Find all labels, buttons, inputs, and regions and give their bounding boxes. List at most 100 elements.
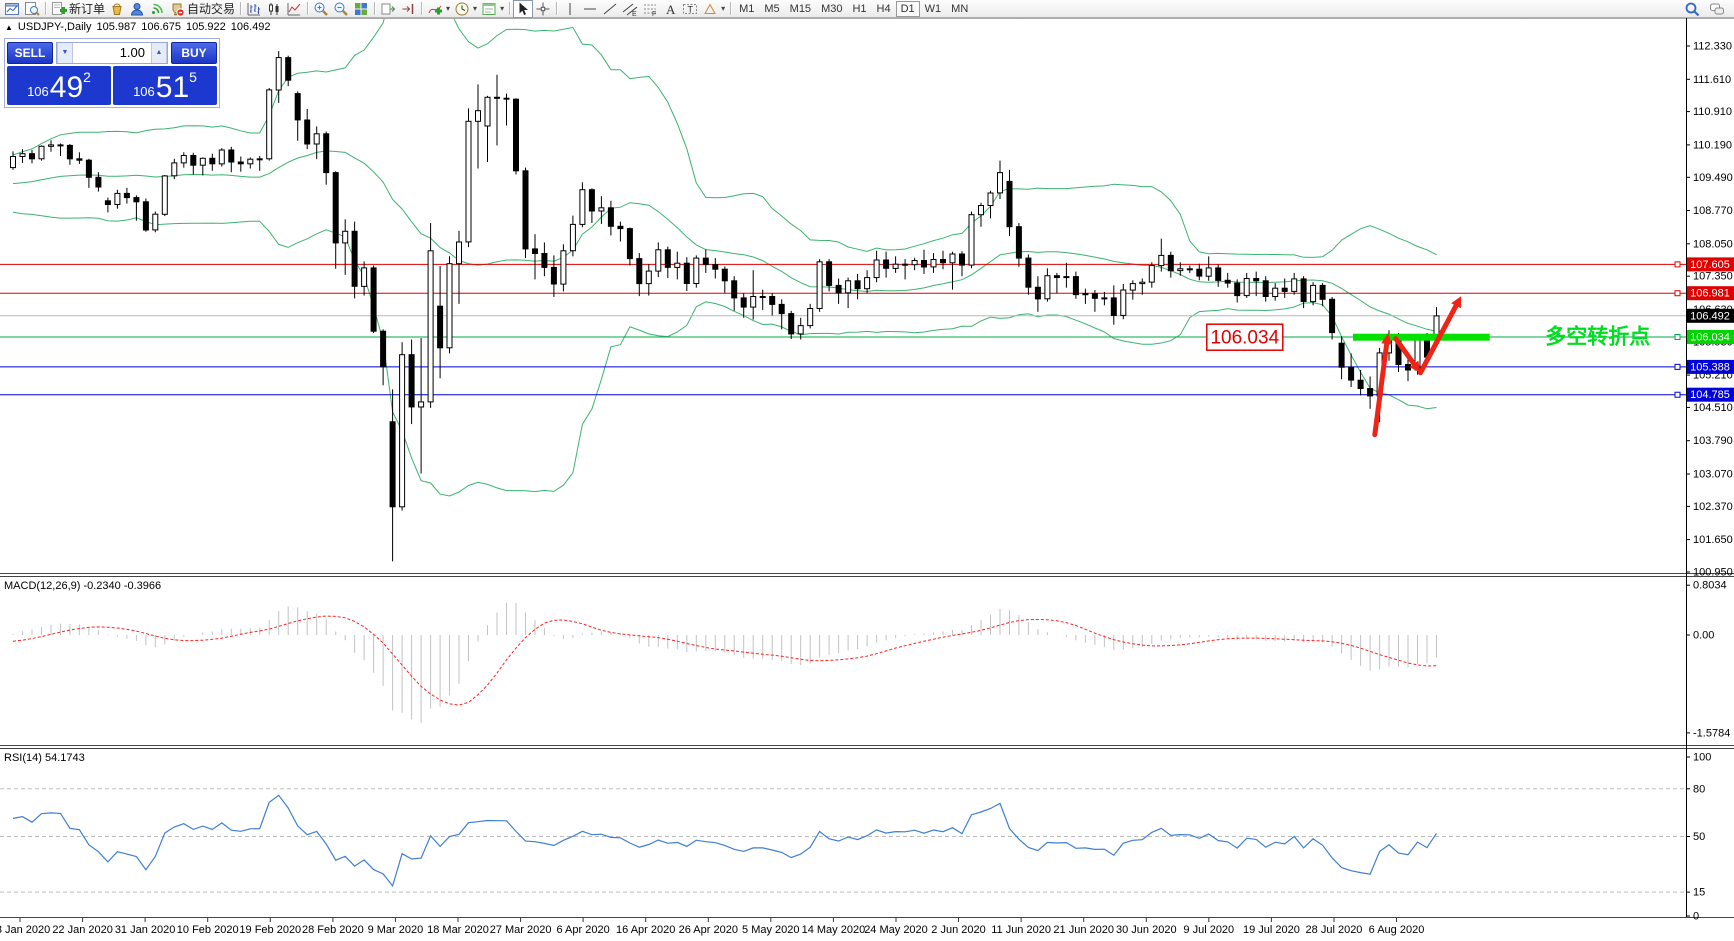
signals-button[interactable] — [147, 0, 167, 18]
toolbar-separator — [240, 2, 242, 15]
hline-tool-button[interactable] — [580, 0, 600, 18]
rsi-pane — [0, 788, 1686, 893]
trend-arrow — [1393, 336, 1417, 367]
symbol-name: USDJPY-,Daily — [17, 21, 92, 33]
volume-increase-button[interactable]: ▲ — [151, 42, 167, 63]
tile-windows-button[interactable] — [351, 0, 371, 18]
sell-price-pip: 2 — [83, 69, 91, 85]
svg-text:5 May 2020: 5 May 2020 — [742, 924, 799, 936]
chat-button[interactable] — [1707, 0, 1727, 18]
candle-chart-mode-button[interactable] — [264, 0, 284, 18]
svg-text:A: A — [666, 2, 676, 17]
indicator-axes: 0.8034 0.00 -1.5784 100 80 50 15 0 — [1686, 580, 1730, 923]
templates-icon — [481, 1, 497, 17]
svg-text:105.388: 105.388 — [1690, 361, 1730, 373]
cursor-tool-button[interactable] — [513, 0, 534, 18]
svg-text:107.350: 107.350 — [1693, 271, 1733, 283]
sell-button[interactable]: SELL — [7, 41, 53, 64]
symbol-marker-icon: ▲ — [5, 23, 13, 32]
svg-text:28 Feb 2020: 28 Feb 2020 — [302, 924, 364, 936]
svg-text:2 Jun 2020: 2 Jun 2020 — [931, 924, 985, 936]
trendline-tool-button[interactable] — [600, 0, 620, 18]
trend-arrow — [1372, 341, 1390, 438]
chart-plot-area[interactable] — [0, 19, 1686, 573]
search-button[interactable] — [1682, 0, 1702, 18]
timeframe-h1-button[interactable]: H1 — [852, 2, 867, 15]
buy-price-display[interactable]: 106 51 5 — [113, 66, 217, 105]
data-window-button[interactable] — [22, 0, 42, 18]
svg-text:110.910: 110.910 — [1693, 106, 1732, 118]
text-tool-button[interactable]: A — [660, 0, 680, 18]
toolbar-separator — [509, 2, 511, 15]
sell-price-display[interactable]: 106 49 2 — [7, 66, 111, 105]
line-chart-icon — [286, 1, 302, 17]
ohlc-high: 106.675 — [141, 21, 182, 33]
svg-text:26 Apr 2020: 26 Apr 2020 — [679, 924, 738, 936]
svg-text:21 Jun 2020: 21 Jun 2020 — [1053, 924, 1114, 936]
styles-button[interactable] — [107, 0, 127, 18]
buy-price-main: 51 — [155, 71, 190, 104]
periods-icon — [454, 1, 470, 17]
vline-tool-button[interactable] — [560, 0, 580, 18]
chart-shift-button[interactable] — [398, 0, 418, 18]
buy-price-base: 106 — [133, 84, 155, 99]
svg-text:106.981: 106.981 — [1690, 288, 1730, 300]
volume-value[interactable]: 1.00 — [119, 44, 145, 60]
svg-text:104.785: 104.785 — [1690, 389, 1730, 401]
templates-button[interactable]: ▾ — [479, 0, 506, 18]
svg-text:109.490: 109.490 — [1693, 172, 1733, 184]
zoom-in-button[interactable] — [311, 0, 331, 18]
svg-text:6 Aug 2020: 6 Aug 2020 — [1369, 924, 1425, 936]
svg-text:106.492: 106.492 — [1690, 310, 1730, 322]
timeframe-h4-button[interactable]: H4 — [876, 2, 891, 15]
vline-icon — [562, 1, 578, 17]
shapes-icon — [702, 1, 718, 17]
svg-text:24 May 2020: 24 May 2020 — [864, 924, 928, 936]
svg-text:107.605: 107.605 — [1690, 259, 1730, 271]
crosshair-tool-button[interactable] — [533, 0, 553, 18]
buy-button[interactable]: BUY — [171, 41, 217, 64]
community-button[interactable] — [127, 0, 147, 18]
ohlc-close: 106.492 — [230, 21, 271, 33]
timeframe-m5-button[interactable]: M5 — [764, 2, 780, 15]
shapes-tool-button[interactable]: ▾ — [700, 0, 727, 18]
new-chart-button[interactable] — [2, 0, 22, 18]
label-tool-button[interactable]: T — [680, 0, 700, 18]
chart-canvas[interactable]: 106.034 多空转折点 MACD(12,26,9) -0.2340 -0.396… — [0, 18, 1734, 941]
timeframe-w1-button[interactable]: W1 — [924, 2, 942, 15]
volume-decrease-button[interactable]: ▼ — [57, 42, 73, 63]
periods-button[interactable]: ▾ — [452, 0, 479, 18]
zoom-out-button[interactable] — [331, 0, 351, 18]
timeframe-m15-button[interactable]: M15 — [789, 2, 812, 15]
cursor-icon — [515, 1, 531, 17]
turning-point-annotation: 多空转折点 — [1545, 324, 1650, 348]
channel-tool-button[interactable]: E — [620, 0, 640, 18]
sell-price-base: 106 — [27, 84, 49, 99]
svg-text:16 Apr 2020: 16 Apr 2020 — [616, 924, 675, 936]
price-callout-box — [1206, 323, 1284, 351]
timeframe-mn-button[interactable]: MN — [951, 2, 969, 15]
zoom-out-icon — [333, 1, 349, 17]
svg-text:18 Mar 2020: 18 Mar 2020 — [427, 924, 489, 936]
bucket-icon — [109, 1, 125, 17]
svg-text:100: 100 — [1693, 752, 1711, 764]
indicators-button[interactable]: ▾ — [425, 0, 452, 18]
timeframe-d1-button[interactable]: D1 — [895, 0, 920, 17]
volume-stepper: ▼ 1.00 ▲ — [56, 41, 168, 64]
timeframe-m1-button[interactable]: M1 — [739, 2, 755, 15]
chevron-down-icon: ▾ — [473, 4, 478, 13]
autotrading-button[interactable]: 自动交易 — [167, 0, 237, 18]
new-order-button[interactable]: 新订单 — [49, 0, 107, 18]
search-icon — [1684, 1, 1700, 17]
svg-text:102.370: 102.370 — [1693, 501, 1733, 513]
timeframe-m30-button[interactable]: M30 — [821, 2, 843, 15]
line-chart-mode-button[interactable] — [284, 0, 304, 18]
svg-text:0.8034: 0.8034 — [1693, 580, 1727, 592]
toolbar-separator — [730, 2, 732, 15]
fibonacci-tool-button[interactable]: F — [640, 0, 660, 18]
bar-chart-mode-button[interactable] — [244, 0, 264, 18]
toolbar-separator — [421, 2, 423, 15]
shift-chart-icon — [380, 1, 396, 17]
auto-scroll-button[interactable] — [378, 0, 398, 18]
